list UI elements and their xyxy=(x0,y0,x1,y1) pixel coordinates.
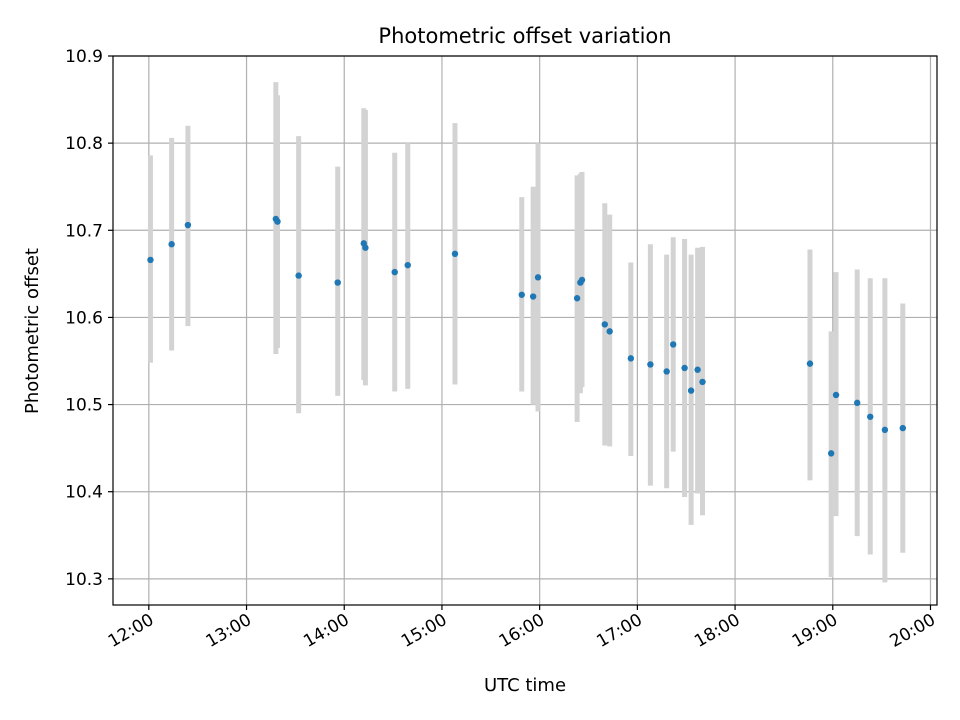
data-point xyxy=(362,244,369,251)
data-point xyxy=(334,279,341,286)
x-tick-label: 15:00 xyxy=(398,610,450,652)
data-point xyxy=(687,387,695,394)
x-tick-label: 20:00 xyxy=(887,610,939,652)
data-point xyxy=(391,268,398,276)
data-point xyxy=(867,413,874,420)
errorbar-layer xyxy=(147,82,906,583)
x-tick-label: 13:00 xyxy=(203,610,255,652)
data-point xyxy=(827,450,835,457)
data-point xyxy=(881,426,889,434)
x-axis-ticks: 12:00 13:00 14:00 15:00 16:00 17:00 18:00 19:00… xyxy=(105,605,939,652)
data-point xyxy=(184,221,192,229)
chart-title: Photometric offset variation xyxy=(378,24,671,48)
y-axis-title: Photometric offset xyxy=(22,248,43,414)
data-point xyxy=(669,341,677,348)
data-point xyxy=(663,368,670,375)
data-point xyxy=(681,364,688,372)
data-point xyxy=(168,241,175,248)
data-point xyxy=(601,321,608,328)
data-point xyxy=(529,293,537,300)
y-axis-ticks: 10.3 10.4 10.5 10.6 10.7 10.8 10.9 xyxy=(65,47,113,590)
x-tick-label: 14:00 xyxy=(300,610,352,652)
plot-frame xyxy=(112,55,938,606)
x-tick-label: 17:00 xyxy=(593,610,645,652)
data-point xyxy=(899,424,907,432)
data-point xyxy=(147,256,154,264)
data-point xyxy=(854,399,861,407)
data-point xyxy=(647,361,654,368)
y-tick-label: 10.8 xyxy=(65,134,103,154)
data-point xyxy=(534,274,542,281)
y-tick-label: 10.5 xyxy=(65,396,103,416)
data-point xyxy=(573,295,581,302)
grid-layer xyxy=(113,55,937,605)
data-point xyxy=(806,360,814,367)
x-tick-label: 12:00 xyxy=(105,610,157,652)
x-tick-label: 18:00 xyxy=(691,610,743,652)
y-tick-label: 10.3 xyxy=(65,570,103,590)
data-point xyxy=(627,355,635,362)
data-point xyxy=(295,272,302,279)
x-tick-label: 16:00 xyxy=(496,610,548,652)
data-point xyxy=(404,261,411,269)
data-point xyxy=(694,366,701,373)
x-tick-label: 19:00 xyxy=(789,610,841,652)
x-axis-title: UTC time xyxy=(484,675,566,696)
y-tick-label: 10.9 xyxy=(65,47,103,67)
data-point xyxy=(606,328,613,335)
y-tick-label: 10.7 xyxy=(65,221,103,241)
data-point xyxy=(451,250,459,258)
data-point xyxy=(578,276,586,284)
data-point xyxy=(832,391,840,399)
data-point xyxy=(274,218,281,225)
y-tick-label: 10.6 xyxy=(65,308,103,328)
y-tick-label: 10.4 xyxy=(65,483,103,503)
point-layer xyxy=(147,215,907,457)
data-point xyxy=(518,291,525,298)
data-point xyxy=(699,378,706,386)
